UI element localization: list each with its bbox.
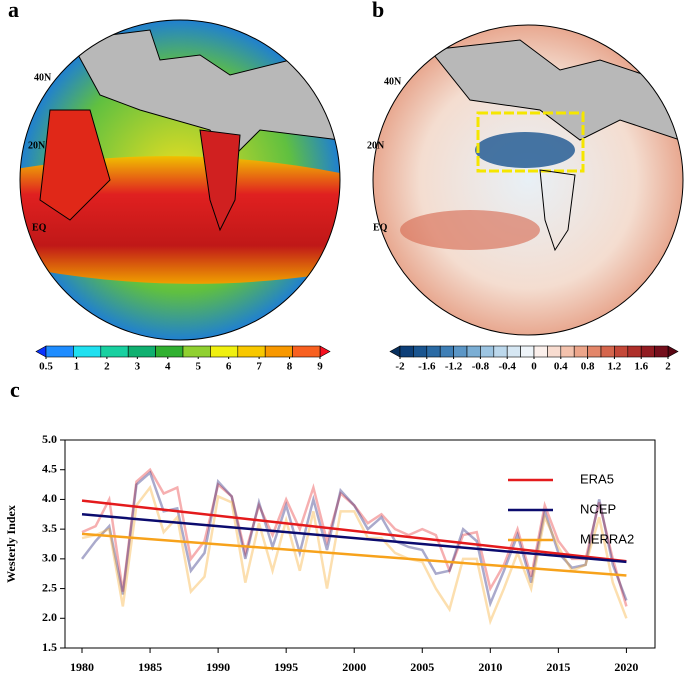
colorbar-end: [667, 345, 679, 358]
lat-label: EQ: [32, 222, 47, 233]
colorbar-box: [520, 345, 535, 358]
legend-label: MERRA2: [580, 531, 634, 546]
colorbar-box: [155, 345, 184, 358]
x-tick-label: 2010: [478, 660, 502, 674]
colorbar-end: [319, 345, 331, 358]
colorbar-box: [654, 345, 669, 358]
x-tick-label: 1990: [206, 660, 230, 674]
colorbar-label: 6: [226, 361, 232, 373]
lat-label: 20N: [28, 140, 46, 151]
colorbar-box: [210, 345, 239, 358]
x-tick-label: 1985: [138, 660, 162, 674]
colorbar-label: 0: [531, 361, 537, 373]
colorbar-label: 4: [165, 361, 171, 373]
colorbar-box: [587, 345, 602, 358]
colorbar-box: [413, 345, 428, 358]
colorbar-box: [45, 345, 74, 358]
series-line: [81, 470, 628, 608]
colorbar-box: [292, 345, 321, 358]
colorbar-label: 3: [135, 361, 141, 373]
colorbar-box: [573, 345, 588, 358]
plot-frame: [64, 439, 656, 649]
y-tick-label: 3.0: [42, 551, 57, 565]
colorbar-box: [547, 345, 562, 358]
colorbar-label: 7: [256, 361, 262, 373]
lat-label: EQ: [373, 222, 388, 233]
colorbar-label: 9: [317, 361, 323, 373]
lat-label: 40N: [384, 76, 402, 87]
colorbar-box: [100, 345, 129, 358]
x-tick-label: 2020: [614, 660, 638, 674]
colorbar-label: 0.8: [581, 361, 595, 373]
colorbar-label: 0.4: [554, 361, 568, 373]
trend-line: [81, 513, 627, 564]
colorbar-label: -2: [395, 361, 405, 373]
colorbar-box: [614, 345, 629, 358]
colorbar-label: -1.6: [418, 361, 436, 373]
y-tick-label: 2.5: [42, 580, 57, 594]
colorbar-box: [600, 345, 615, 358]
x-tick-label: 2005: [410, 660, 434, 674]
colorbar-box: [480, 345, 495, 358]
colorbar-label: -0.8: [472, 361, 490, 373]
colorbar-box: [237, 345, 266, 358]
colorbar-box: [439, 345, 454, 358]
y-tick-label: 2.0: [42, 610, 57, 624]
legend-label: ERA5: [580, 471, 614, 486]
colorbar-box: [127, 345, 156, 358]
x-tick-label: 2015: [546, 660, 570, 674]
x-tick-label: 2000: [342, 660, 366, 674]
panel-label: b: [372, 0, 384, 22]
colorbar-box: [493, 345, 508, 358]
x-tick-label: 1995: [274, 660, 298, 674]
y-tick-label: 3.5: [42, 521, 57, 535]
colorbar-end: [389, 345, 401, 358]
colorbar-box: [627, 345, 642, 358]
x-tick-label: 1980: [70, 660, 94, 674]
colorbar-label: 1.6: [634, 361, 648, 373]
colorbar-box: [453, 345, 468, 358]
map-a: [19, 19, 341, 341]
y-tick-label: 4.0: [42, 491, 57, 505]
colorbar-label: 0.5: [39, 361, 53, 373]
trend-line: [81, 499, 627, 563]
colorbar-label: 2: [104, 361, 110, 373]
lat-label: 20N: [367, 140, 385, 151]
colorbar-box: [264, 345, 293, 358]
y-tick-label: 5.0: [42, 432, 57, 446]
colorbar-label: 1: [74, 361, 80, 373]
colorbar-box: [466, 345, 481, 358]
y-tick-label: 4.5: [42, 461, 57, 475]
panel-label: c: [10, 377, 20, 402]
colorbar-box: [399, 345, 414, 358]
map-b: [372, 24, 684, 336]
trend-line: [81, 532, 627, 577]
colorbar-label: 8: [287, 361, 293, 373]
colorbar-box: [426, 345, 441, 358]
colorbar-box: [533, 345, 548, 358]
legend-label: NCEP: [580, 501, 616, 516]
y-tick-label: 1.5: [42, 640, 57, 654]
colorbar-box: [506, 345, 521, 358]
colorbar-label: 2: [665, 361, 671, 373]
colorbar-box: [182, 345, 211, 358]
colorbar-label: -1.2: [445, 361, 463, 373]
colorbar-end: [35, 345, 47, 358]
colorbar-label: -0.4: [498, 361, 516, 373]
colorbar-label: 1.2: [608, 361, 622, 373]
colorbar-box: [560, 345, 575, 358]
lat-label: 40N: [34, 72, 52, 83]
y-axis-label: Westerly Index: [4, 505, 18, 583]
colorbar-box: [73, 345, 102, 358]
panel-label: a: [8, 0, 19, 22]
colorbar-box: [640, 345, 655, 358]
colorbar-label: 5: [195, 361, 201, 373]
